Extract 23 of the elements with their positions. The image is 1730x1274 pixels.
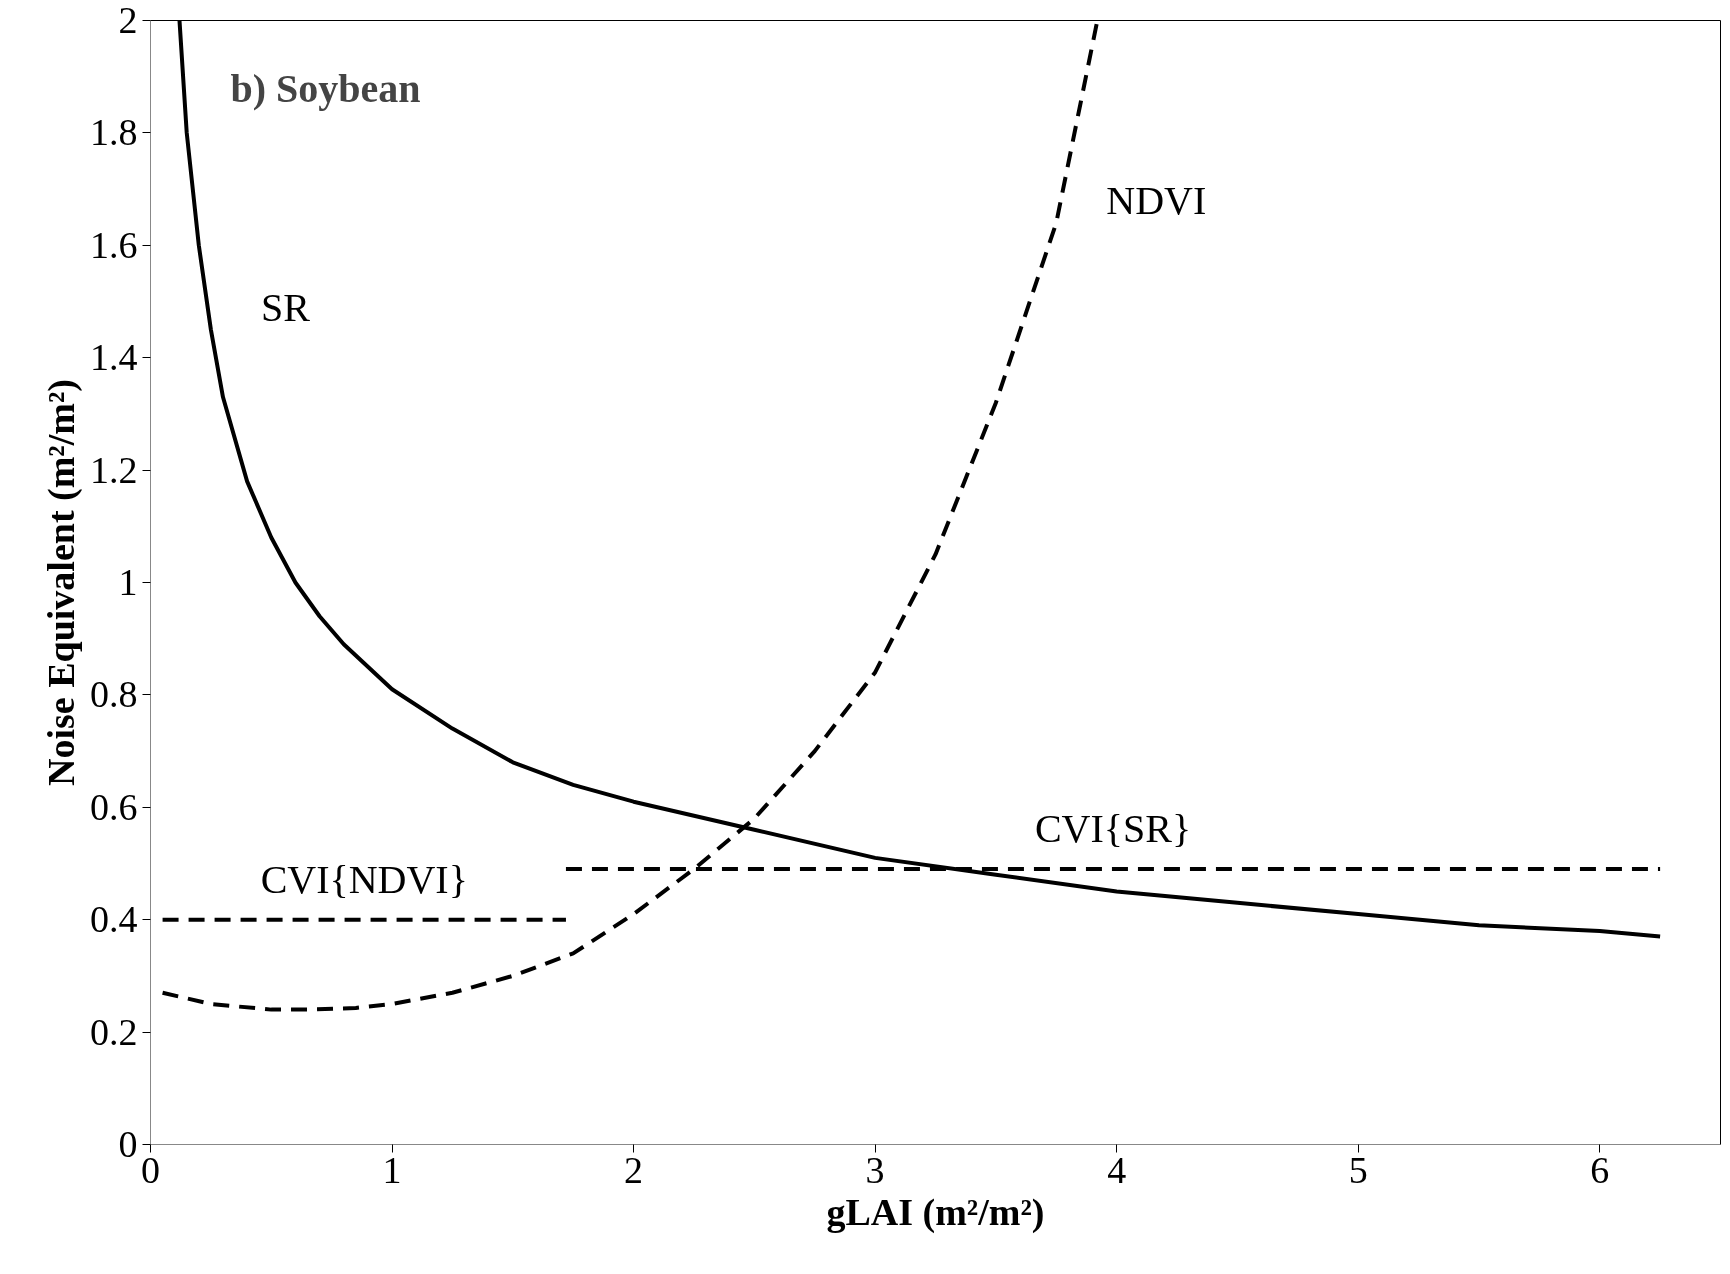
x-tick-label: 1 xyxy=(382,1148,402,1191)
y-tick-label: 1.2 xyxy=(90,448,138,491)
y-tick-label: 1.4 xyxy=(90,336,138,379)
y-tick-label: 0.2 xyxy=(90,1010,138,1053)
series-label: CVI{NDVI} xyxy=(260,856,468,902)
x-tick-label: 6 xyxy=(1590,1148,1610,1191)
y-tick-label: 0.6 xyxy=(90,785,138,828)
x-tick-label: 2 xyxy=(624,1148,644,1191)
y-axis-title: Noise Equivalent (m²/m²) xyxy=(40,379,83,786)
y-tick-label: 1 xyxy=(118,561,138,603)
x-axis-title: gLAI (m²/m²) xyxy=(826,1190,1045,1234)
y-tick-label: 0.8 xyxy=(90,673,138,716)
x-tick-label: 3 xyxy=(865,1148,885,1191)
series-label: SR xyxy=(260,284,311,330)
y-tick-label: 1.6 xyxy=(90,223,138,266)
y-tick-label: 2 xyxy=(118,0,138,41)
x-tick-label: 4 xyxy=(1107,1148,1127,1191)
y-tick-label: 0.4 xyxy=(90,898,138,941)
series-label: NDVI xyxy=(1106,177,1207,223)
text: b) Soybean xyxy=(230,65,421,111)
y-tick-label: 1.8 xyxy=(90,111,138,154)
x-tick-label: 5 xyxy=(1348,1148,1368,1191)
series-label: CVI{SR} xyxy=(1034,806,1192,852)
